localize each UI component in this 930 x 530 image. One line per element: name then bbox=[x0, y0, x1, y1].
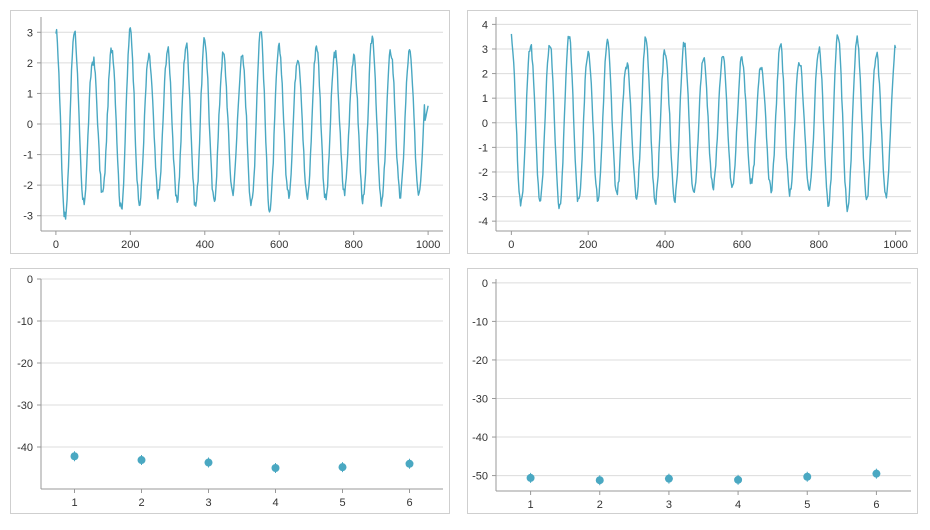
data-point bbox=[595, 476, 604, 485]
data-point bbox=[338, 463, 347, 472]
x-tick-label: 1 bbox=[71, 497, 77, 509]
data-point bbox=[70, 452, 79, 461]
y-tick-label: 1 bbox=[482, 93, 488, 105]
x-tick-label: 3 bbox=[666, 499, 672, 511]
x-tick-label: 2 bbox=[138, 497, 144, 509]
y-tick-label: -2 bbox=[23, 180, 33, 192]
y-tick-label: 0 bbox=[482, 278, 488, 290]
y-tick-label: -40 bbox=[17, 442, 33, 454]
x-tick-label: 6 bbox=[406, 497, 412, 509]
y-tick-label: -10 bbox=[17, 316, 33, 328]
y-tick-label: -3 bbox=[478, 192, 488, 204]
data-point bbox=[137, 456, 146, 465]
x-tick-label: 600 bbox=[733, 239, 751, 251]
x-tick-label: 600 bbox=[270, 239, 288, 251]
y-tick-label: -1 bbox=[23, 150, 33, 162]
x-tick-label: 3 bbox=[205, 497, 211, 509]
x-tick-label: 4 bbox=[272, 497, 278, 509]
x-tick-label: 1 bbox=[528, 499, 534, 511]
y-tick-label: -20 bbox=[17, 358, 33, 370]
line-chart-top-left: 3 2 1 0 -1 -2 -3 0 200 400 600 800 1000 bbox=[23, 17, 443, 251]
y-tick-label: 1 bbox=[27, 88, 33, 100]
x-tick-label: 5 bbox=[339, 497, 345, 509]
y-tick-label: 2 bbox=[27, 58, 33, 70]
chart-panel-top-left: 3 2 1 0 -1 -2 -3 0 200 400 600 800 1000 bbox=[10, 10, 450, 254]
y-tick-label: 3 bbox=[482, 44, 488, 56]
y-tick-label: -30 bbox=[472, 393, 488, 405]
chart-panel-top-right: 4 3 2 1 0 -1 -2 -3 -4 0 200 400 600 800 1000 bbox=[467, 10, 918, 254]
data-point bbox=[803, 472, 812, 481]
y-tick-label: -1 bbox=[478, 142, 488, 154]
y-tick-label: -30 bbox=[17, 400, 33, 412]
y-tick-label: -10 bbox=[472, 316, 488, 328]
scatter-chart-bottom-right: 0 -10 -20 -30 -40 -50 1 2 3 4 5 6 bbox=[472, 278, 911, 511]
chart-panel-bottom-left: 0 -10 -20 -30 -40 1 2 3 4 5 6 bbox=[10, 268, 450, 514]
series-line bbox=[510, 33, 897, 213]
data-point bbox=[664, 474, 673, 483]
y-tick-label: -50 bbox=[472, 471, 488, 483]
data-point bbox=[526, 473, 535, 482]
x-tick-label: 200 bbox=[121, 239, 139, 251]
y-tick-label: 3 bbox=[27, 27, 33, 39]
data-point bbox=[872, 469, 881, 478]
x-tick-label: 0 bbox=[53, 239, 59, 251]
data-point bbox=[271, 464, 280, 472]
data-point bbox=[405, 459, 414, 468]
y-tick-label: 2 bbox=[482, 69, 488, 81]
x-tick-label: 4 bbox=[735, 499, 741, 511]
x-tick-label: 400 bbox=[656, 239, 674, 251]
x-tick-label: 0 bbox=[508, 239, 514, 251]
data-point bbox=[734, 475, 743, 484]
y-tick-label: -20 bbox=[472, 355, 488, 367]
x-tick-label: 800 bbox=[810, 239, 828, 251]
y-tick-label: -2 bbox=[478, 167, 488, 179]
y-tick-label: 0 bbox=[482, 118, 488, 130]
x-tick-label: 200 bbox=[579, 239, 597, 251]
y-tick-label: 0 bbox=[27, 274, 33, 286]
x-tick-label: 1000 bbox=[883, 239, 907, 251]
scatter-chart-bottom-left: 0 -10 -20 -30 -40 1 2 3 4 5 6 bbox=[17, 274, 443, 509]
y-tick-label: -3 bbox=[23, 211, 33, 223]
y-tick-label: -40 bbox=[472, 432, 488, 444]
x-tick-label: 2 bbox=[597, 499, 603, 511]
line-chart-top-right: 4 3 2 1 0 -1 -2 -3 -4 0 200 400 600 800 1000 bbox=[478, 17, 911, 251]
y-tick-label: 4 bbox=[482, 19, 488, 31]
x-tick-label: 5 bbox=[804, 499, 810, 511]
series-line bbox=[55, 27, 429, 220]
x-tick-label: 800 bbox=[344, 239, 362, 251]
x-tick-label: 400 bbox=[196, 239, 214, 251]
chart-panel-bottom-right: 0 -10 -20 -30 -40 -50 1 2 3 4 5 6 bbox=[467, 268, 918, 514]
y-tick-label: 0 bbox=[27, 119, 33, 131]
data-point bbox=[204, 458, 213, 467]
y-tick-label: -4 bbox=[478, 216, 488, 228]
x-tick-label: 1000 bbox=[416, 239, 440, 251]
x-tick-label: 6 bbox=[873, 499, 879, 511]
